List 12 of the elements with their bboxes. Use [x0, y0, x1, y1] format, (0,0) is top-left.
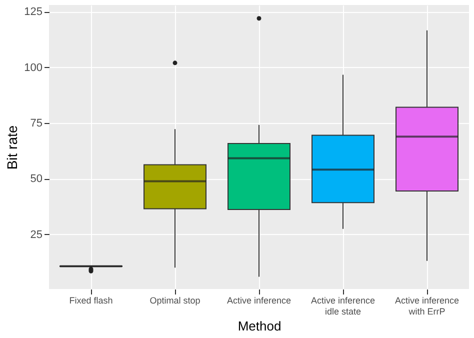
x-tick-label: Fixed flash — [69, 296, 113, 306]
x-tick-label: Active inference idle state — [310, 296, 376, 316]
x-tick-label: Active inference — [226, 296, 292, 306]
x-tick-label: Optimal stop — [150, 296, 200, 306]
y-axis-title: Bit rate — [4, 125, 20, 170]
y-tick-label: 125 — [24, 6, 42, 18]
y-tick-label: 50 — [30, 173, 42, 186]
x-tick-label: Active inference with ErrP — [394, 296, 460, 316]
y-tick-label: 100 — [24, 62, 42, 74]
x-axis-title: Method — [238, 318, 282, 334]
y-tick-label: 25 — [30, 228, 42, 241]
y-tick-label: 75 — [30, 118, 42, 130]
